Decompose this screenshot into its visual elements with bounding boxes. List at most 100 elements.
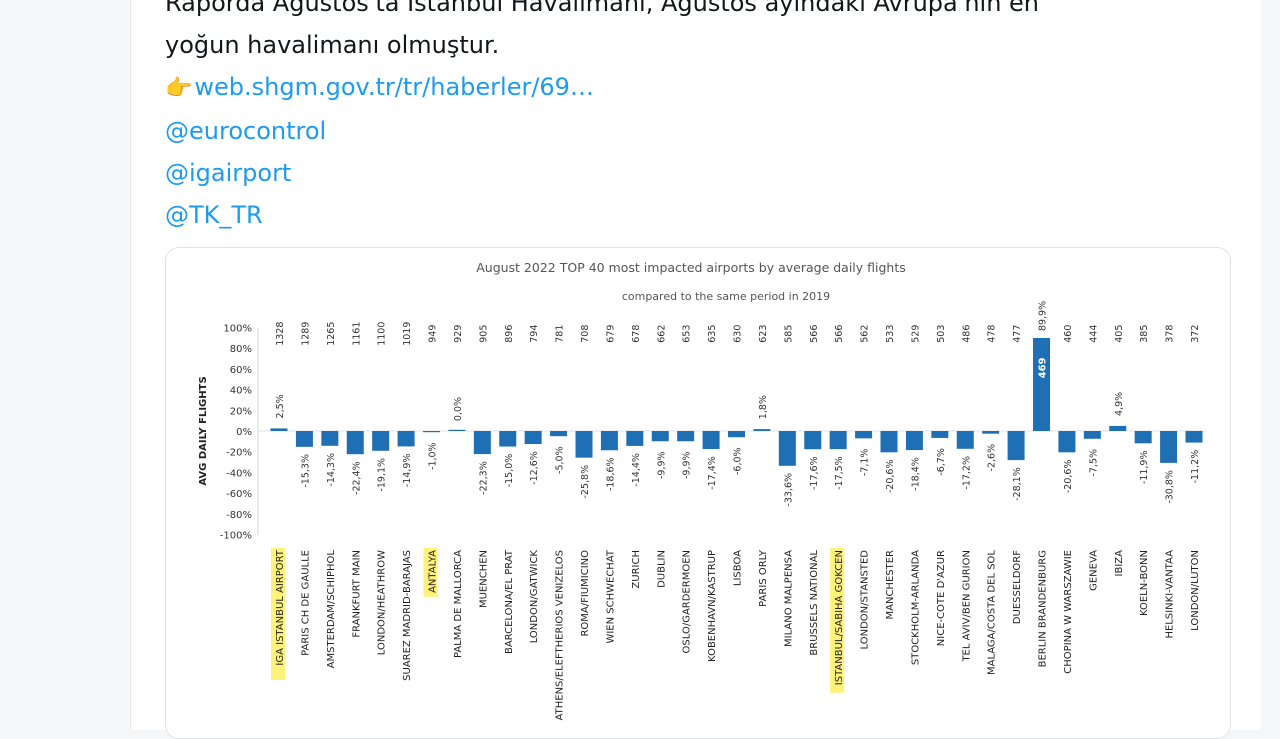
flights-label: 679 [605,325,616,343]
value-label: 89,9% [1038,301,1049,331]
category-label: NICE-COTE D'AZUR [936,550,947,646]
value-label: -22,4% [351,461,362,495]
y-tick-label: 20% [230,406,252,417]
flights-label: 533 [885,325,896,343]
bar [1083,431,1101,439]
flights-label: 529 [910,325,921,343]
bar [728,431,745,438]
value-label: -15,0% [504,454,515,488]
flights-label: 477 [1012,325,1023,343]
bar [346,431,364,455]
category-label: LONDON/GATWICK [529,550,540,644]
flights-label: 1161 [351,322,362,346]
flights-label: 385 [1139,325,1150,343]
bar [1185,431,1203,443]
category-label: FRANKFURT MAIN [351,550,362,638]
mention-igairport[interactable]: @igairport [165,159,292,187]
value-label: 2,5% [275,394,286,418]
highlight-marker [423,548,438,597]
category-label: LISBOA [733,550,744,586]
chart-image[interactable]: August 2022 TOP 40 most impacted airport… [165,247,1231,739]
flights-label: 781 [555,325,566,343]
tweet-link-row[interactable]: 👉web.shgm.gov.tr/tr/haberler/69… [165,66,1165,110]
y-tick-label: 40% [230,386,252,397]
value-label: -17,4% [707,456,718,490]
category-label: AMSTERDAM/SCHIPHOL [326,550,337,669]
value-label: -17,5% [834,456,845,490]
tweet-link[interactable]: web.shgm.gov.tr/tr/haberler/69… [194,73,594,101]
category-label: LONDON/LUTON [1190,550,1201,631]
category-label: GENEVA [1088,550,1099,591]
value-label: -14,4% [631,453,642,487]
flights-label: 708 [580,325,591,343]
category-label: BRUSSELS NATIONAL [809,550,820,656]
value-label: -7,5% [1088,449,1099,477]
tweet-text-line-2: yoğun havalimanı olmuştur. [165,31,500,59]
bar [1033,337,1050,431]
value-label: -5,0% [555,446,566,474]
bar [931,431,949,438]
value-label: -15,3% [300,454,311,488]
bar [855,431,873,439]
flights-label: 460 [1063,325,1074,343]
flights-label: 478 [987,325,998,343]
y-tick-label: -80% [226,510,252,521]
bar [829,431,847,450]
category-label: LONDON/HEATHROW [377,550,388,655]
flights-label: 635 [707,325,718,343]
bar [702,431,720,450]
value-label: -9,9% [682,451,693,479]
category-label: PARIS CH DE GAULLE [300,550,311,656]
flights-label: 794 [529,325,540,343]
flights-label: 566 [809,325,820,343]
flights-label: 949 [428,325,439,343]
flights-label: 653 [682,325,693,343]
bar [982,431,1000,434]
mention-tk-tr[interactable]: @TK_TR [165,201,263,229]
bar [1007,431,1025,461]
value-label: -28,1% [1012,467,1023,501]
flights-label: 896 [504,325,515,343]
bar [626,431,644,446]
value-label: -18,6% [605,457,616,491]
bar [321,431,339,446]
value-label: -33,6% [783,473,794,507]
bar [575,431,593,458]
flights-label: 444 [1088,325,1099,343]
y-tick-label: 100% [223,324,252,335]
bar [270,428,288,431]
value-label: -18,4% [910,457,921,491]
bar [524,431,542,445]
category-label: BERLIN BRANDENBURG [1038,550,1049,667]
flights-label: 372 [1190,325,1201,343]
flights-label: 630 [733,325,744,343]
y-tick-label: -40% [226,468,252,479]
flights-label: 585 [783,325,794,343]
mention-eurocontrol[interactable]: @eurocontrol [165,117,327,145]
pointing-hand-icon: 👉 [165,76,193,101]
category-label: PARIS ORLY [758,549,769,607]
category-label: MANCHESTER [885,550,896,620]
value-label: -19,1% [377,458,388,492]
category-label: IBIZA [1114,550,1125,577]
category-label: WIEN SCHWECHAT [605,549,616,643]
value-label: -7,1% [860,449,871,477]
category-label: HELSINKI-VANTAA [1165,550,1176,639]
category-label: CHOPINA W WARSZAWIE [1063,550,1074,674]
chart-title: August 2022 TOP 40 most impacted airport… [476,260,906,275]
value-label: -30,8% [1165,470,1176,504]
bar [1058,431,1076,453]
value-label: -25,8% [580,465,591,499]
bar [804,431,822,450]
category-label: BARCELONA/EL PRAT [504,549,515,654]
flights-label: 503 [936,325,947,343]
flights-label: 405 [1114,325,1125,343]
category-label: ISTANBUL/SABIHA GOKCEN [834,550,845,685]
value-label: 4,9% [1114,392,1125,416]
category-label: MILANO MALPENSA [783,550,794,647]
bar [473,431,491,455]
flights-label: 929 [453,325,464,343]
y-tick-label: 0% [236,427,252,438]
bar [905,431,923,451]
bar [677,431,695,442]
